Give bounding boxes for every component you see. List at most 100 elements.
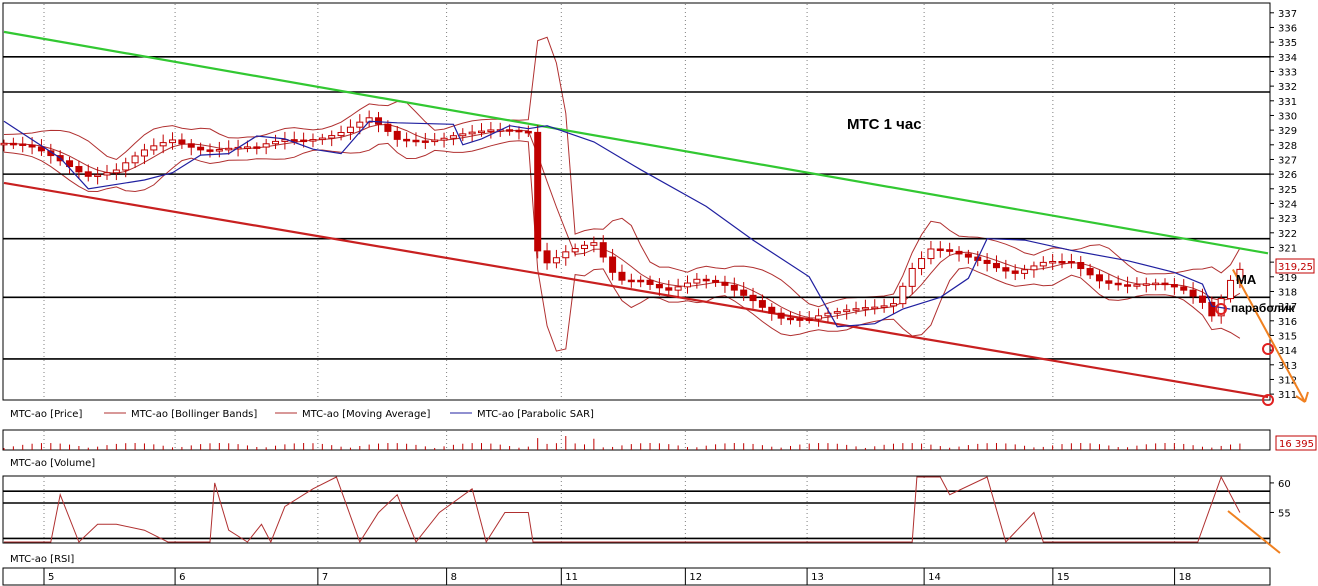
- candle: [581, 244, 589, 250]
- candle: [936, 248, 944, 251]
- candle: [272, 140, 280, 145]
- candle: [112, 169, 120, 174]
- volume-value-label: 16 395: [1279, 439, 1314, 450]
- candle: [983, 259, 991, 264]
- candle: [1152, 282, 1160, 286]
- candle: [730, 284, 738, 291]
- candle: [393, 130, 401, 140]
- price-axis-tick-label: 317: [1278, 302, 1297, 313]
- price-axis-tick-label: 325: [1278, 185, 1297, 196]
- candle: [19, 143, 27, 146]
- chart-annotation-title: МТС 1 час: [847, 116, 922, 133]
- price-axis-tick-label: 316: [1278, 317, 1297, 328]
- candle: [1095, 274, 1103, 282]
- candle: [749, 294, 757, 302]
- candle: [309, 139, 317, 142]
- candle: [346, 126, 354, 133]
- candle: [1049, 261, 1057, 264]
- forecast-arrow-line: [1232, 268, 1306, 403]
- candle: [506, 129, 514, 132]
- price-axis-tick-label: 321: [1278, 243, 1297, 254]
- candle: [94, 174, 102, 177]
- last-price-label: 319,25: [1278, 262, 1313, 273]
- volume-value-badge: [1275, 435, 1317, 451]
- candle: [375, 117, 383, 125]
- rsi-axis-tick-label: 55: [1278, 508, 1291, 519]
- x-axis-tick-label: 6: [179, 572, 185, 583]
- x-axis-tick-label: 14: [928, 572, 941, 583]
- candle: [1170, 284, 1178, 288]
- candle: [674, 286, 682, 291]
- target-circle: [1262, 394, 1274, 406]
- candle: [337, 131, 345, 137]
- candle: [328, 135, 336, 139]
- candle: [777, 312, 785, 319]
- candle: [243, 146, 251, 149]
- sar-annotation: параболик: [1231, 301, 1295, 315]
- candle: [178, 139, 186, 145]
- candle: [253, 146, 261, 149]
- candle: [1058, 261, 1066, 264]
- candle: [992, 262, 1000, 269]
- candle: [122, 162, 130, 171]
- candle: [1105, 280, 1113, 284]
- candle: [861, 307, 869, 310]
- candle: [300, 139, 308, 143]
- candle: [9, 142, 17, 146]
- resistance-trend-line: [3, 30, 1269, 255]
- candle: [431, 139, 439, 143]
- candle: [964, 253, 972, 258]
- price-axis-tick-label: 326: [1278, 170, 1297, 181]
- legend-volume: MTC-ao [Volume]: [10, 458, 95, 469]
- price-axis-tick-label: 331: [1278, 97, 1297, 108]
- last-price-badge: [1275, 258, 1315, 274]
- price-axis-tick-label: 335: [1278, 38, 1297, 49]
- price-axis-tick-label: 334: [1278, 53, 1297, 64]
- candle: [1198, 295, 1206, 303]
- target-circle: [1262, 343, 1274, 355]
- candle: [1208, 301, 1216, 317]
- candle: [927, 248, 935, 260]
- price-axis-tick-label: 313: [1278, 361, 1297, 372]
- volume-panel-frame: [2, 429, 1271, 451]
- candle: [1086, 268, 1094, 276]
- candle: [1142, 283, 1150, 286]
- candle: [1002, 267, 1010, 272]
- price-panel-frame: [2, 2, 1271, 401]
- candle: [478, 130, 486, 134]
- candle: [1039, 261, 1047, 267]
- price-axis-tick-label: 337: [1278, 9, 1297, 20]
- price-axis-tick-label: 330: [1278, 111, 1297, 122]
- candle: [487, 129, 495, 132]
- candle: [84, 171, 92, 177]
- candle: [150, 145, 158, 151]
- candle: [75, 166, 83, 173]
- price-axis-tick-label: 323: [1278, 214, 1297, 225]
- candle: [262, 143, 270, 148]
- candle: [637, 279, 645, 283]
- candle: [740, 289, 748, 296]
- candle: [721, 281, 729, 286]
- candle: [37, 146, 45, 152]
- rsi-forecast-arrow-line: [1227, 510, 1281, 554]
- legend-bollinger: MTC-ao [Bollinger Bands]: [131, 409, 257, 420]
- candle: [918, 258, 926, 269]
- ma-annotation: МА: [1236, 272, 1257, 287]
- candle: [384, 123, 392, 132]
- forecast-arrow-head: [1304, 391, 1309, 403]
- candle: [421, 140, 429, 143]
- candle: [852, 308, 860, 311]
- rsi-line: [4, 475, 1241, 544]
- candle: [702, 278, 710, 282]
- price-axis-tick-label: 314: [1278, 346, 1297, 357]
- candle: [524, 130, 532, 134]
- price-axis-tick-label: 319: [1278, 273, 1297, 284]
- candle: [552, 257, 560, 264]
- candle: [955, 250, 963, 255]
- x-axis-tick-label: 13: [811, 572, 824, 583]
- candle: [1077, 262, 1085, 270]
- legend-moving-average: MTC-ao [Moving Average]: [302, 409, 430, 420]
- candle: [66, 160, 74, 168]
- candle: [758, 300, 766, 308]
- candle: [665, 287, 673, 291]
